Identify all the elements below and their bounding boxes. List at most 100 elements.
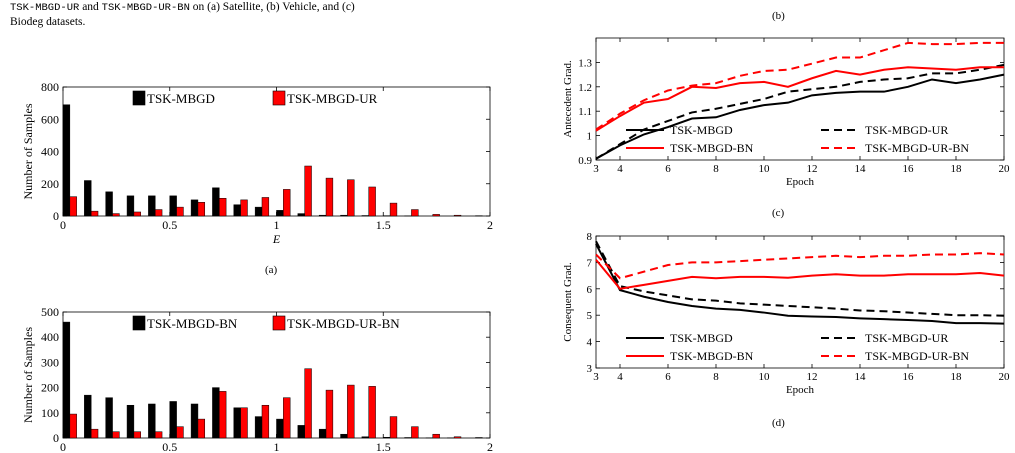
bar-TSK-MBGD <box>212 187 220 217</box>
legend-swatch <box>132 90 146 106</box>
bar-TSK-MBGD-UR-BN <box>154 431 163 439</box>
series-line-TSK-MBGD <box>595 243 1005 325</box>
bar-TSK-MBGD-BN <box>190 403 199 439</box>
caption-method-1: TSK-MBGD-UR <box>10 2 80 14</box>
x-tick-label: 1 <box>274 218 280 232</box>
bar-TSK-MBGD <box>340 214 348 217</box>
y-tick-label: 400 <box>41 330 59 344</box>
bar-TSK-MBGD <box>84 180 92 217</box>
bar-TSK-MBGD-UR <box>411 209 419 217</box>
bar-TSK-MBGD-BN <box>105 397 113 439</box>
x-tick-label: 18 <box>951 371 963 383</box>
y-axis-label: Consequent Grad. <box>562 262 574 342</box>
bar-TSK-MBGD-UR-BN <box>453 436 462 439</box>
bar-TSK-MBGD <box>318 214 327 217</box>
bar-TSK-MBGD-BN <box>383 436 391 439</box>
bar-TSK-MBGD-UR-BN <box>261 404 270 439</box>
bar-TSK-MBGD-UR-BN <box>283 397 291 439</box>
subfigure-label-d: (d) <box>772 417 785 429</box>
y-tick-label: 400 <box>41 145 59 159</box>
y-tick-label: 1 <box>587 131 593 143</box>
bar-TSK-MBGD-UR-BN <box>432 433 440 439</box>
bar-TSK-MBGD-UR-BN <box>389 416 398 439</box>
bar-TSK-MBGD-BN <box>340 433 348 439</box>
y-tick-label: 8 <box>587 231 593 243</box>
bar-TSK-MBGD <box>148 195 156 217</box>
bar-TSK-MBGD-UR-BN <box>411 426 419 439</box>
bar-TSK-MBGD-UR-BN <box>69 413 77 439</box>
x-axis-label: Epoch <box>786 384 815 396</box>
bar-TSK-MBGD-BN <box>276 418 284 439</box>
legend-label: TSK-MBGD-UR <box>287 91 378 106</box>
chart-a: 0 200 400 600 800 0 0.5 1 1.5 2 Number of Samples E… <box>21 80 493 246</box>
bar-TSK-MBGD-UR-BN <box>347 384 355 439</box>
x-tick-label: 12 <box>807 163 818 175</box>
legend-label: TSK-MBGD-BN <box>670 349 754 363</box>
bar-TSK-MBGD-UR-BN <box>475 437 483 439</box>
x-tick-label: 14 <box>855 371 867 383</box>
legend-swatch <box>272 90 286 106</box>
y-tick-label: 5 <box>587 310 593 322</box>
x-tick-label: 0.5 <box>162 440 177 453</box>
bar-TSK-MBGD-UR-BN <box>112 431 120 439</box>
x-tick-label: 18 <box>951 163 963 175</box>
bar-TSK-MBGD-BN <box>84 394 92 439</box>
x-tick-label: 0.5 <box>162 218 177 232</box>
bar-TSK-MBGD-UR <box>112 213 120 217</box>
bar-TSK-MBGD-UR <box>90 210 99 217</box>
bar-TSK-MBGD-UR-BN <box>176 426 184 439</box>
x-axis-label: E <box>272 232 281 246</box>
caption-text-line2: Biodeg datasets. <box>10 16 86 28</box>
bar-TSK-MBGD-UR-BN <box>368 386 376 439</box>
bar-TSK-MBGD <box>62 104 71 217</box>
bar-TSK-MBGD-UR <box>176 206 184 217</box>
x-tick-label: 14 <box>855 163 867 175</box>
series-line-TSK-MBGD-UR <box>595 63 1005 160</box>
x-tick-label: 0 <box>60 440 66 453</box>
legend-label: TSK-MBGD <box>147 91 215 106</box>
chart-c: 0.9 1 1.1 1.2 1.3 3 4 6 8 10 12 14 16 18 20 Antecedent … <box>562 37 1011 188</box>
bar-TSK-MBGD-UR <box>453 214 462 217</box>
bar-TSK-MBGD-UR <box>325 177 334 217</box>
x-tick-label: 1.5 <box>376 440 391 453</box>
legend-swatch <box>272 315 286 331</box>
bar-TSK-MBGD-UR-BN <box>219 391 227 439</box>
legend-swatch <box>132 315 146 331</box>
x-tick-label: 6 <box>665 371 671 383</box>
x-tick-label: 4 <box>617 371 623 383</box>
bar-TSK-MBGD-UR-BN <box>133 431 141 439</box>
y-tick-label: 100 <box>41 406 59 420</box>
x-tick-label: 3 <box>593 163 599 175</box>
bar-TSK-MBGD-UR <box>69 196 77 217</box>
y-tick-label: 1.2 <box>578 82 592 94</box>
chart-b: 0 100 200 300 400 500 0 0.5 1 1.5 2 Number of Sampl… <box>21 305 493 453</box>
y-tick-label: 500 <box>41 305 59 319</box>
legend-label: TSK-MBGD-UR <box>865 123 948 137</box>
bar-TSK-MBGD-UR <box>261 197 270 217</box>
bar-TSK-MBGD-BN <box>212 387 220 439</box>
bar-TSK-MBGD <box>233 204 241 217</box>
bar-TSK-MBGD-UR <box>133 211 141 217</box>
y-tick-label: 0 <box>53 431 59 445</box>
x-tick-label: 16 <box>903 371 915 383</box>
bar-TSK-MBGD <box>297 213 305 217</box>
series-line-TSK-MBGD-BN <box>595 66 1004 132</box>
x-tick-label: 20 <box>999 163 1011 175</box>
legend-label: TSK-MBGD-BN <box>670 141 754 155</box>
bar-TSK-MBGD-UR-BN <box>90 428 99 439</box>
x-tick-label: 20 <box>999 371 1011 383</box>
legend-label: TSK-MBGD <box>670 123 733 137</box>
x-axis-label: Epoch <box>786 176 815 188</box>
y-tick-label: 200 <box>41 177 59 191</box>
x-tick-label: 8 <box>713 163 719 175</box>
legend-label: TSK-MBGD-UR-BN <box>865 141 969 155</box>
y-tick-label: 1.1 <box>578 106 592 118</box>
x-tick-label: 10 <box>759 163 771 175</box>
caption-method-2: TSK-MBGD-UR-BN <box>101 2 190 14</box>
bar-TSK-MBGD-BN <box>318 428 327 439</box>
legend-label: TSK-MBGD-UR-BN <box>287 316 400 331</box>
bar-TSK-MBGD-BN <box>169 401 177 439</box>
bar-TSK-MBGD-BN <box>297 425 305 439</box>
bar-TSK-MBGD-UR <box>240 199 248 217</box>
bar-TSK-MBGD-UR <box>304 165 312 217</box>
